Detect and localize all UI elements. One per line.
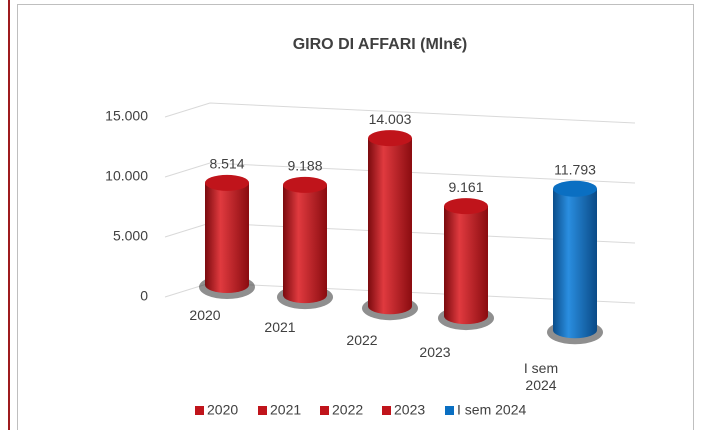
grid-line: [164, 162, 636, 184]
legend-swatch: [445, 406, 454, 415]
x-tick-label: I sem 2024: [523, 360, 559, 394]
bar-top: [205, 174, 249, 191]
value-label: 8.514: [209, 156, 244, 172]
bar-top: [444, 198, 488, 215]
value-label: 11.793: [554, 161, 596, 177]
legend-label: I sem 2024: [457, 402, 526, 418]
legend-swatch: [195, 406, 204, 415]
legend-label: 2023: [394, 402, 425, 418]
x-tick-label: 2022: [346, 332, 378, 349]
bar-top: [283, 176, 327, 193]
legend-swatch: [382, 406, 391, 415]
chart-frame: [17, 4, 694, 430]
value-label: 14.003: [369, 111, 412, 127]
bar: [553, 188, 597, 331]
legend-label: 2022: [332, 402, 363, 418]
bar: [368, 138, 412, 307]
value-label: 9.188: [287, 158, 322, 174]
bar: [205, 182, 249, 285]
x-tick-label: 2021: [264, 319, 296, 336]
bar: [444, 206, 488, 317]
legend-label: 2021: [270, 402, 301, 418]
y-tick-label: 5.000: [113, 228, 148, 244]
grid-line: [164, 102, 636, 124]
y-tick-label: 10.000: [105, 168, 148, 184]
bar-top: [368, 130, 412, 147]
bar-top: [553, 180, 597, 197]
legend-label: 2020: [207, 402, 238, 418]
y-tick-label: 0: [140, 288, 148, 304]
y-tick-label: 15.000: [105, 108, 148, 124]
x-tick-label: 2020: [189, 307, 221, 323]
bar: [283, 184, 327, 296]
legend-swatch: [258, 406, 267, 415]
value-label: 9.161: [448, 179, 483, 195]
chart-title: GIRO DI AFFARI (Mln€): [293, 36, 468, 53]
legend-swatch: [320, 406, 329, 415]
x-tick-label: 2023: [419, 344, 451, 361]
